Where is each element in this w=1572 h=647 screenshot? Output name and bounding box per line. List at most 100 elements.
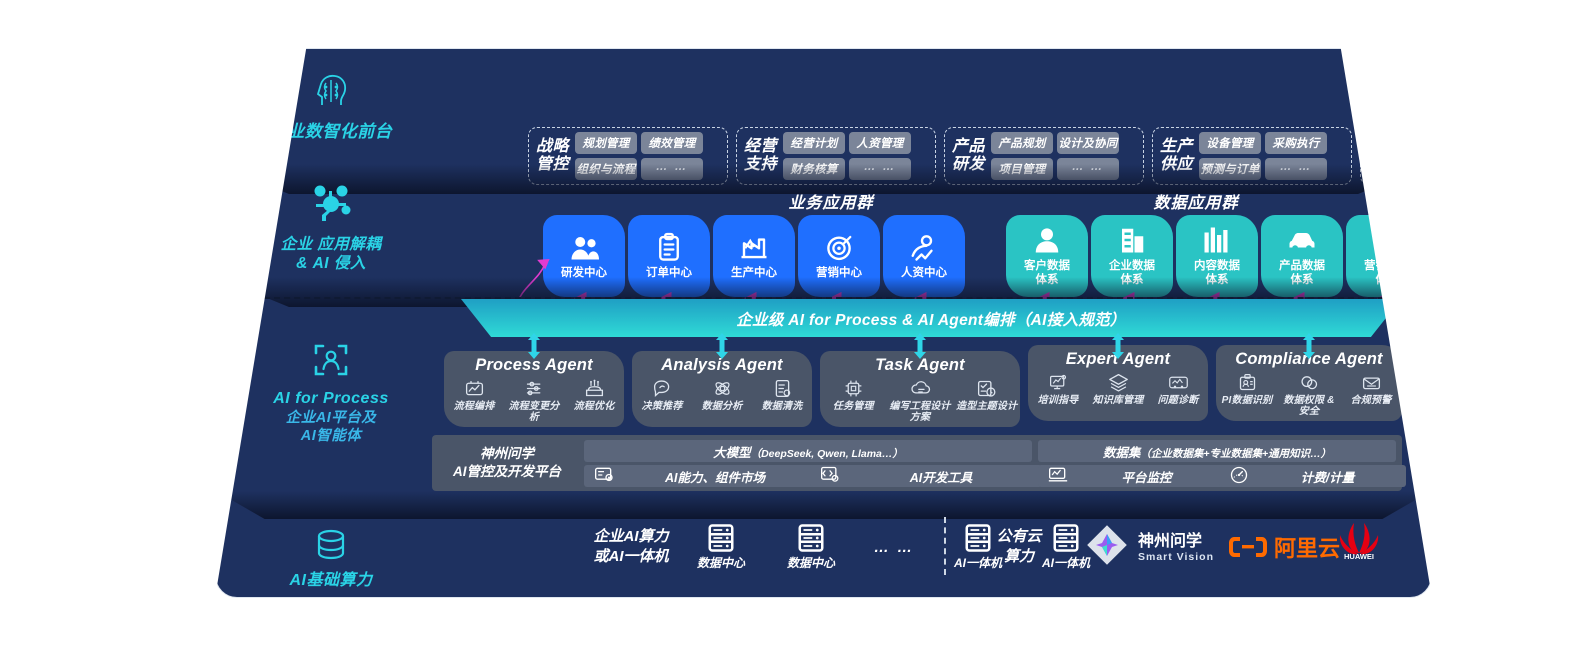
platform-bar-devtools[interactable]: AI开发工具 [810, 465, 1042, 487]
target-icon [824, 232, 854, 262]
strategy-group-2[interactable]: 产品 研发 产品规划 设计及协同 项目管理… … [944, 127, 1144, 185]
brain-head-icon [309, 71, 353, 115]
agent-item[interactable]: 造型主题设计 [953, 378, 1020, 423]
platform-bar-billing[interactable]: 计费/计量 [1219, 465, 1406, 487]
strategy-pill[interactable]: 采购执行 [1265, 132, 1327, 154]
strategy-pill[interactable]: 项目管理 [991, 158, 1053, 180]
platform-bar-llm[interactable]: 大模型（DeepSeek, Qwen, Llama…） [584, 440, 1032, 462]
data-card-2[interactable]: 内容数据 体系 [1176, 215, 1258, 297]
agent-item[interactable]: 数据权限 & 安全 [1278, 372, 1340, 417]
data-card-4[interactable]: 营销数据 体系 [1346, 215, 1428, 297]
platform-bar-monitor[interactable]: 平台监控 [1038, 465, 1225, 487]
double-arrow-icon [911, 333, 929, 359]
card-label: 营销中心 [816, 266, 862, 279]
agent-item[interactable]: 知识库管理 [1088, 372, 1148, 406]
strategy-pill[interactable]: 财务核算 [783, 158, 845, 180]
agent-item[interactable]: 任务管理 [820, 378, 887, 423]
private-compute-title: 企业AI算力 或AI一体机 [593, 528, 669, 566]
infra-node-0[interactable]: 数据中心 [693, 523, 749, 571]
rail-layer3: AI for Process 企业AI平台及 AI智能体 [216, 337, 446, 445]
agent-item[interactable]: 决策推荐 [632, 378, 692, 412]
strategy-pill[interactable]: 人资管理 [849, 132, 911, 154]
agent-item[interactable]: PI数据识别 [1216, 372, 1278, 417]
strategy-group-4[interactable]: 营销 服务 市场营销 客户关系 整车物流… … [1360, 127, 1560, 185]
business-card-2[interactable]: 生产中心 [713, 215, 795, 297]
strategy-pill[interactable]: 预测与订单 [1199, 158, 1261, 180]
strategy-pill[interactable]: 规划管理 [575, 132, 637, 154]
server-icon [1051, 523, 1081, 553]
network-node-icon [306, 179, 356, 229]
agent-card-4[interactable]: Compliance Agent PI数据识别 数据权限 & 安全 合规预警 [1216, 345, 1402, 421]
platform-bar-sub: （企业数据集+专业数据集+通用知识…） [1140, 447, 1332, 460]
business-card-3[interactable]: 营销中心 [798, 215, 880, 297]
agent-item-label: 问题诊断 [1157, 395, 1199, 406]
platform-bar-market[interactable]: AI能力、组件市场 [584, 465, 816, 487]
agent-item[interactable]: 数据清洗 [752, 378, 812, 412]
strategy-pill[interactable]: 绩效管理 [641, 132, 703, 154]
agent-card-0[interactable]: Process Agent 流程编排 流程变更分析 流程优化 [444, 351, 624, 427]
platform-bar-label: 平台监控 [1121, 470, 1172, 485]
strategy-group-name: 战略 管控 [536, 137, 570, 173]
strategy-pill[interactable]: 设备管理 [1199, 132, 1261, 154]
layer-divider-3 [216, 491, 1431, 519]
mail-alert-icon [1361, 372, 1382, 393]
flow-chart-icon [464, 378, 485, 399]
infra-node-3[interactable]: AI一体机 [950, 523, 1006, 571]
double-arrow-icon [1300, 333, 1318, 359]
platform-bar-dataset[interactable]: 数据集（企业数据集+专业数据集+通用知识…） [1038, 440, 1396, 462]
infra-node-4[interactable]: AI一体机 [1038, 523, 1094, 571]
strategy-group-0[interactable]: 战略 管控 规划管理 绩效管理 组织与流程… … [528, 127, 728, 185]
agent-link-arrow-3 [1109, 333, 1127, 359]
ai-platform-label: 神州问学 AI管控及开发平台 [453, 446, 561, 480]
data-card-0[interactable]: 客户数据 体系 [1006, 215, 1088, 297]
strategy-pill[interactable]: 客户关系 [1473, 132, 1535, 154]
strategy-pill[interactable]: … … [1057, 158, 1119, 180]
agent-item[interactable]: 流程编排 [444, 378, 504, 423]
strategy-pill[interactable]: … … [641, 158, 703, 180]
double-arrow-icon [1109, 333, 1127, 359]
business-card-1[interactable]: 订单中心 [628, 215, 710, 297]
strategy-pill[interactable]: 经营计划 [783, 132, 845, 154]
vendor-aliyun: 阿里云 [1228, 531, 1340, 563]
strategy-pill[interactable]: 设计及协同 [1057, 132, 1119, 154]
strategy-pill[interactable]: 市场营销 [1407, 132, 1469, 154]
vendor-shenzhou-sub: Smart Vision [1138, 551, 1214, 563]
vendor-huawei: HUAWEI [1314, 519, 1404, 564]
strategy-pill[interactable]: 组织与流程 [575, 158, 637, 180]
infra-node-2[interactable]: … … [866, 523, 922, 558]
huawei-logo: HUAWEI [1330, 519, 1388, 559]
strategy-pill[interactable]: 产品规划 [991, 132, 1053, 154]
strategy-pill[interactable]: … … [849, 158, 911, 180]
infra-node-1[interactable]: 数据中心 [783, 523, 839, 571]
strategy-pill[interactable]: 整车物流 [1407, 158, 1469, 180]
data-card-1[interactable]: 企业数据 体系 [1091, 215, 1173, 297]
agent-card-1[interactable]: Analysis Agent 决策推荐 数据分析 数据清洗 [632, 351, 812, 427]
platform-bar-label: AI能力、组件市场 [664, 470, 765, 485]
speech-bulb-icon [652, 378, 673, 399]
agent-item[interactable]: 合规预警 [1340, 372, 1402, 417]
agent-card-2[interactable]: Task Agent 任务管理 编写工程设计方案 造型主题设计 [820, 351, 1020, 427]
data-clean-icon [772, 378, 793, 399]
strategy-group-1[interactable]: 经营 支持 经营计划 人资管理 财务核算… … [736, 127, 936, 185]
business-card-4[interactable]: 人资中心 [883, 215, 965, 297]
strategy-pill[interactable]: … … [1265, 158, 1327, 180]
data-card-3[interactable]: 产品数据 体系 [1261, 215, 1343, 297]
rail-layer4: AI基础算力 [216, 525, 446, 591]
card-label: 企业数据 体系 [1109, 259, 1155, 286]
agent-card-3[interactable]: Expert Agent 培训指导 知识库管理 问题诊断 [1028, 345, 1208, 421]
agent-item[interactable]: 编写工程设计方案 [887, 378, 954, 423]
agent-item[interactable]: 流程变更分析 [504, 378, 564, 423]
rail-layer2: 企业 应用解耦 & AI 侵入 [216, 179, 446, 274]
list-settings-icon [524, 378, 545, 399]
agent-item[interactable]: 数据分析 [692, 378, 752, 412]
rail-layer4-label: AI基础算力 [289, 572, 373, 589]
agent-item-label: 流程变更分析 [508, 401, 560, 423]
strategy-group-3[interactable]: 生产 供应 设备管理 采购执行 预测与订单… … [1152, 127, 1352, 185]
agent-item[interactable]: 培训指导 [1028, 372, 1088, 406]
business-card-0[interactable]: 研发中心 [543, 215, 625, 297]
agent-item[interactable]: 流程优化 [564, 378, 624, 423]
strategy-pill[interactable]: … … [1473, 158, 1535, 180]
platform-bar-label: AI开发工具 [909, 470, 973, 485]
agent-item[interactable]: 问题诊断 [1148, 372, 1208, 406]
platform-bar-label: 计费/计量 [1300, 470, 1355, 485]
